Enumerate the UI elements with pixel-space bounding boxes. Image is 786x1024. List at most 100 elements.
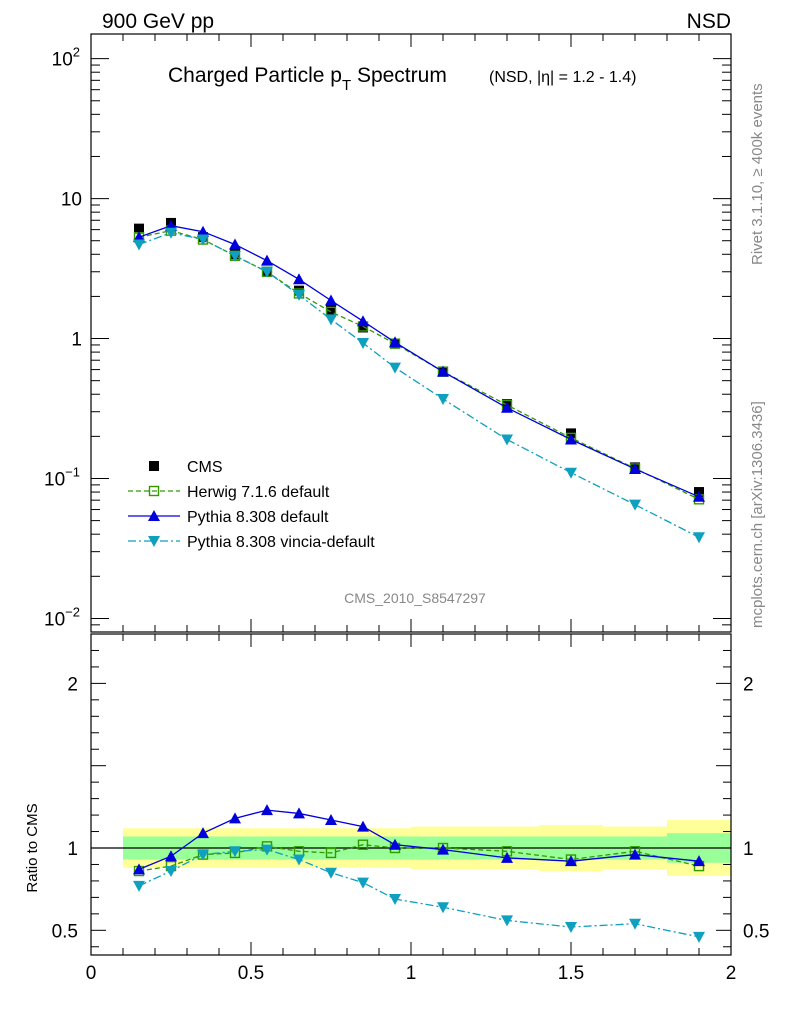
main-data-layer <box>133 217 705 544</box>
main-point-cms-6 <box>326 304 336 315</box>
main-y-tick-label: 1 <box>71 330 82 351</box>
legend-label-herwig-7-1-6-default: Herwig 7.1.6 default <box>187 484 330 501</box>
main-point-cms-0 <box>134 223 144 234</box>
main-point-pythia-8-308-default-13 <box>693 490 705 502</box>
ratio-point-pythia-8-308-default-4 <box>261 804 273 816</box>
ratio-y-tick-label-right: 0.5 <box>743 921 769 942</box>
ratio-point-pythia-8-308-vincia-default-13 <box>693 931 705 943</box>
main-point-pythia-8-308-vincia-default-13 <box>693 532 705 544</box>
main-line-pythia-8-308-vincia-default <box>138 232 700 538</box>
ratio-y-tick-label-right: 2 <box>743 674 754 695</box>
main-y-tick-label: 10−1 <box>44 464 80 490</box>
main-y-tick-label: 102 <box>52 45 80 71</box>
legend-item-herwig-7-1-6-default: Herwig 7.1.6 default <box>128 484 330 501</box>
legend: CMS Herwig 7.1.6 default Pythia 8.308 defa… <box>128 459 375 551</box>
ratio-point-pythia-8-308-vincia-default-5 <box>293 854 305 866</box>
main-point-pythia-8-308-vincia-default-0 <box>133 239 145 251</box>
ratio-y-tick-label: 2 <box>67 674 78 695</box>
ratio-point-pythia-8-308-default-8 <box>389 838 401 850</box>
main-point-pythia-8-308-vincia-default-2 <box>197 234 209 246</box>
ratio-point-herwig-7-1-6-default-6 <box>325 847 337 859</box>
ratio-data-layer <box>133 804 705 943</box>
ratio-point-pythia-8-308-vincia-default-12 <box>629 918 641 930</box>
ratio-point-pythia-8-308-default-10 <box>501 851 513 863</box>
main-y-tick-label: 10−2 <box>44 604 80 630</box>
main-point-pythia-8-308-vincia-default-12 <box>629 499 641 511</box>
main-point-pythia-8-308-default-12 <box>629 462 641 474</box>
ratio-point-pythia-8-308-vincia-default-11 <box>565 922 577 934</box>
ratio-point-pythia-8-308-vincia-default-0 <box>133 880 145 892</box>
main-point-pythia-8-308-vincia-default-9 <box>437 393 449 405</box>
legend-item-pythia-8-308-vincia-default: Pythia 8.308 vincia-default <box>128 534 375 551</box>
main-point-pythia-8-308-vincia-default-1 <box>165 227 177 239</box>
ratio-point-pythia-8-308-default-3 <box>229 812 241 824</box>
main-point-pythia-8-308-default-7 <box>357 315 369 327</box>
ratio-y-axis-label: Ratio to CMS <box>24 803 41 892</box>
ratio-y-tick-label-right: 1 <box>743 839 754 860</box>
main-panel: 10−2 10−1 1 10 102 Charged Particle pT Spect… <box>44 33 732 633</box>
ratio-point-pythia-8-308-vincia-default-8 <box>389 894 401 906</box>
chart-title-extra: (NSD, |η| = 1.2 - 1.4) <box>489 69 636 86</box>
ratio-point-pythia-8-308-default-12 <box>629 848 641 860</box>
main-point-pythia-8-308-default-5 <box>293 273 305 285</box>
x-tick-label: 2 <box>726 963 737 984</box>
main-y-tick-label: 10 <box>61 190 82 211</box>
main-point-pythia-8-308-vincia-default-10 <box>501 434 513 446</box>
ratio-point-pythia-8-308-vincia-default-9 <box>437 902 449 914</box>
header-energy-label: 900 GeV pp <box>102 10 214 33</box>
ratio-point-pythia-8-308-default-2 <box>197 827 209 839</box>
x-tick-label: 1 <box>406 963 417 984</box>
ratio-line-herwig-7-1-6-default <box>138 844 700 872</box>
mcplots-citation-label: mcplots.cern.ch [arXiv:1306.3436] <box>749 401 766 628</box>
ratio-y-tick-label: 1 <box>67 839 78 860</box>
legend-label-pythia-8-308-vincia-default: Pythia 8.308 vincia-default <box>187 534 375 551</box>
main-point-pythia-8-308-vincia-default-4 <box>261 266 273 278</box>
legend-label-cms: CMS <box>187 459 223 476</box>
main-point-pythia-8-308-default-10 <box>501 401 513 413</box>
main-point-pythia-8-308-vincia-default-8 <box>389 362 401 374</box>
analysis-watermark: CMS_2010_S8547297 <box>344 590 486 606</box>
main-point-pythia-8-308-vincia-default-11 <box>565 467 577 479</box>
ratio-point-pythia-8-308-default-9 <box>437 843 449 855</box>
ratio-point-pythia-8-308-vincia-default-6 <box>325 867 337 879</box>
main-point-cms-7 <box>358 322 368 333</box>
ratio-point-pythia-8-308-vincia-default-3 <box>229 846 241 858</box>
ratio-y-tick-label: 0.5 <box>52 921 78 942</box>
main-point-pythia-8-308-vincia-default-5 <box>293 289 305 301</box>
ratio-point-pythia-8-308-default-0 <box>133 863 145 875</box>
main-point-pythia-8-308-default-0 <box>133 231 145 243</box>
main-point-pythia-8-308-default-3 <box>229 238 241 250</box>
legend-item-cms: CMS <box>149 459 223 476</box>
header-process-label: NSD <box>687 10 731 33</box>
main-point-pythia-8-308-default-2 <box>197 225 209 237</box>
ratio-point-pythia-8-308-default-13 <box>693 855 705 867</box>
legend-marker-pythia-8-308-vincia-default <box>148 536 160 547</box>
ratio-point-pythia-8-308-default-5 <box>293 807 305 819</box>
main-point-pythia-8-308-default-4 <box>261 254 273 266</box>
main-point-pythia-8-308-default-6 <box>325 294 337 306</box>
legend-label-pythia-8-308-default: Pythia 8.308 default <box>187 509 329 526</box>
main-frame <box>90 33 732 633</box>
ratio-point-pythia-8-308-vincia-default-4 <box>261 844 273 856</box>
main-line-pythia-8-308-default <box>138 225 700 498</box>
ratio-panel: 0 0.5 1 1.5 2 0.5 0.5 1 1 2 2 Ratio to CMS <box>24 633 769 984</box>
ratio-point-pythia-8-308-vincia-default-1 <box>165 866 177 878</box>
main-axes: 10−2 10−1 1 10 102 <box>44 34 732 633</box>
main-point-pythia-8-308-default-9 <box>437 365 449 377</box>
legend-marker-herwig-7-1-6-default <box>148 485 160 497</box>
legend-marker-pythia-8-308-default <box>148 510 160 521</box>
x-tick-label: 1.5 <box>558 963 584 984</box>
x-tick-label: 0.5 <box>238 963 264 984</box>
main-line-herwig-7-1-6-default <box>138 229 700 500</box>
legend-item-pythia-8-308-default: Pythia 8.308 default <box>128 509 329 526</box>
ratio-point-herwig-7-1-6-default-7 <box>357 839 369 850</box>
ratio-point-pythia-8-308-default-7 <box>357 820 369 832</box>
ratio-point-pythia-8-308-default-6 <box>325 814 337 826</box>
legend-marker-cms <box>149 461 159 471</box>
x-tick-label: 0 <box>86 963 97 984</box>
main-point-pythia-8-308-vincia-default-6 <box>325 314 337 326</box>
main-point-pythia-8-308-vincia-default-3 <box>229 250 241 262</box>
main-point-pythia-8-308-default-8 <box>389 336 401 348</box>
ratio-point-pythia-8-308-vincia-default-10 <box>501 915 513 927</box>
